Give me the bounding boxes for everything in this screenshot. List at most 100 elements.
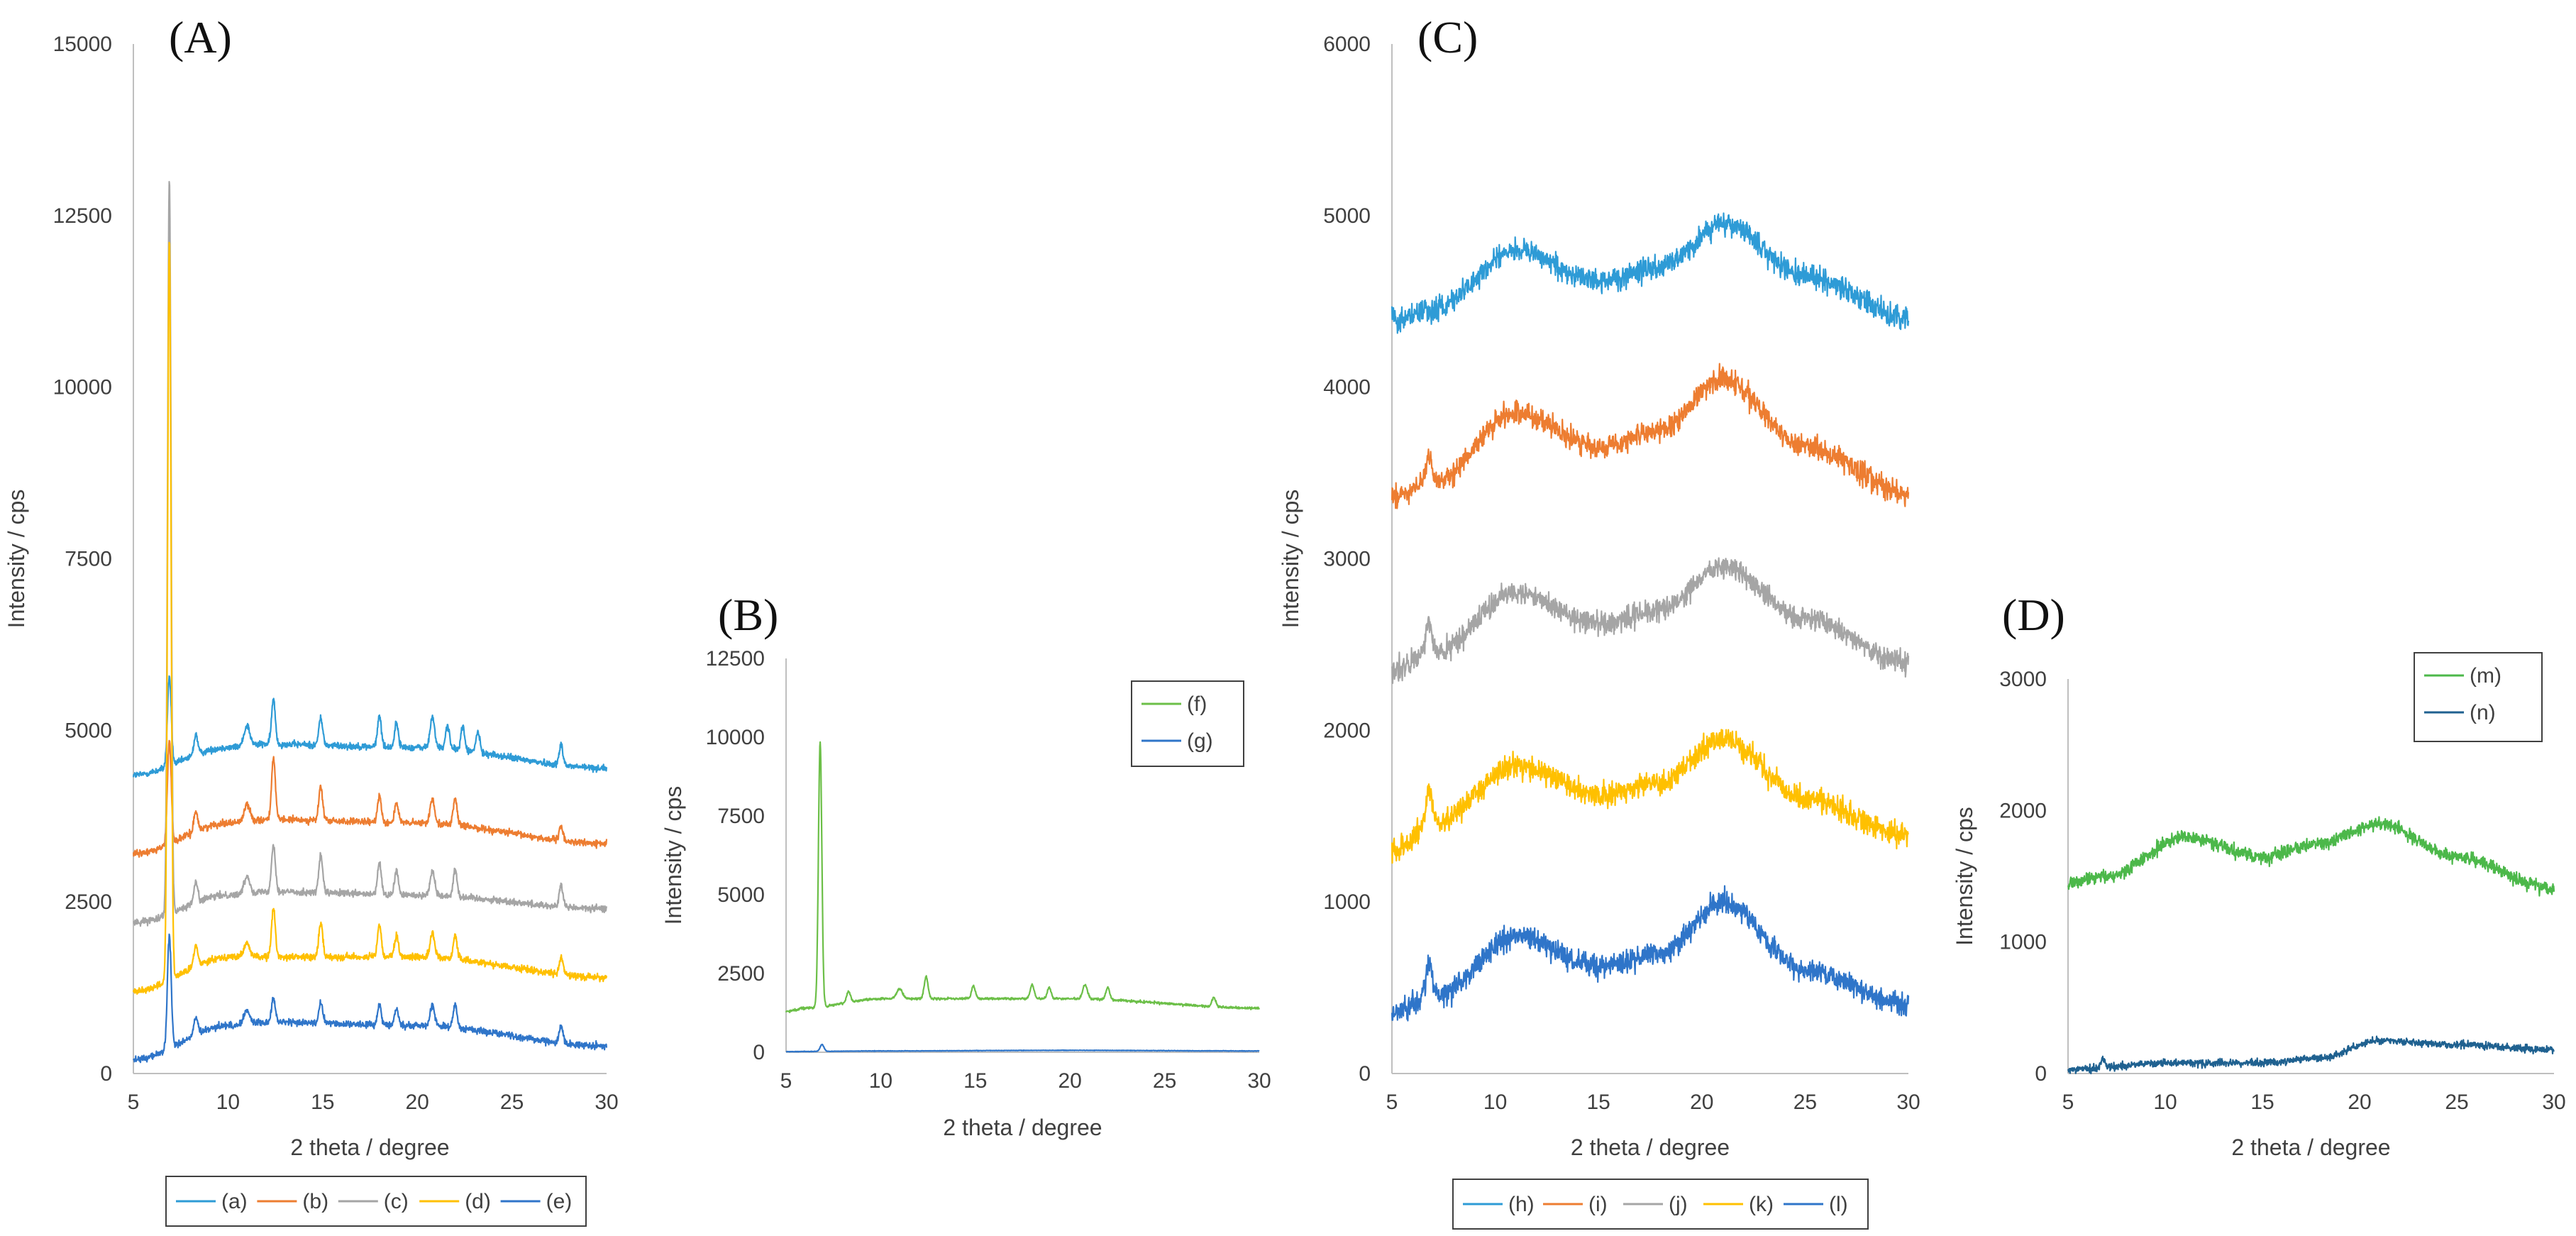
legend-label: (m) bbox=[2470, 664, 2502, 688]
legend-label: (n) bbox=[2470, 701, 2496, 724]
x-tick-label: 25 bbox=[500, 1091, 524, 1114]
x-tick-label: 5 bbox=[128, 1091, 140, 1114]
y-axis-label: Intensity / cps bbox=[4, 490, 29, 629]
series-line-l bbox=[1391, 885, 1910, 1022]
x-tick-label: 30 bbox=[1896, 1091, 1920, 1114]
legend: (m) (n) bbox=[2414, 652, 2543, 742]
panel-label: (D) bbox=[2002, 590, 2065, 640]
legend-item: (j) bbox=[1623, 1193, 1688, 1216]
x-tick-label: 15 bbox=[311, 1091, 334, 1114]
x-tick-label: 15 bbox=[2250, 1091, 2274, 1114]
legend-item: (i) bbox=[1543, 1193, 1608, 1216]
y-tick-label: 0 bbox=[1359, 1062, 1371, 1086]
x-tick-label: 5 bbox=[1386, 1091, 1398, 1114]
legend-label: (g) bbox=[1187, 729, 1213, 753]
legend-label: (e) bbox=[546, 1190, 573, 1213]
series-line-j bbox=[1391, 557, 1910, 685]
y-tick-label: 3000 bbox=[1323, 548, 1371, 571]
series-line-m bbox=[2067, 816, 2555, 897]
legend-item: (m) bbox=[2424, 664, 2502, 688]
series-line-d bbox=[132, 241, 608, 995]
x-axis-label: 2 theta / degree bbox=[290, 1135, 449, 1160]
y-tick-label: 6000 bbox=[1323, 33, 1371, 56]
y-tick-label: 10000 bbox=[53, 376, 112, 399]
y-tick-label: 1000 bbox=[1323, 890, 1371, 914]
series-line-c bbox=[133, 181, 608, 927]
x-tick-label: 25 bbox=[1153, 1069, 1176, 1093]
y-tick-label: 0 bbox=[2035, 1062, 2047, 1086]
legend-item: (d) bbox=[419, 1190, 491, 1213]
series-line-g bbox=[785, 1043, 1260, 1053]
x-tick-label: 30 bbox=[1247, 1069, 1271, 1093]
legend-label: (c) bbox=[384, 1190, 409, 1213]
y-tick-label: 0 bbox=[753, 1041, 765, 1064]
legend-label: (j) bbox=[1669, 1193, 1688, 1216]
x-tick-label: 15 bbox=[1587, 1091, 1610, 1114]
x-tick-label: 20 bbox=[1690, 1091, 1713, 1114]
legend-label: (k) bbox=[1749, 1193, 1774, 1216]
panel-label: (A) bbox=[169, 12, 232, 62]
panel-label: (C) bbox=[1417, 12, 1478, 62]
y-axis-label: Intensity / cps bbox=[1278, 490, 1303, 629]
x-tick-label: 30 bbox=[2542, 1091, 2565, 1114]
y-tick-label: 5000 bbox=[717, 883, 765, 907]
x-tick-label: 5 bbox=[2062, 1091, 2074, 1114]
chart-panel-d: (D) 0 1000 2000 3000 5 10 15 20 25 30 2 theta / deg… bbox=[1952, 590, 2566, 1160]
series-line-k bbox=[1391, 729, 1909, 864]
panel-label: (B) bbox=[718, 590, 778, 640]
x-tick-label: 15 bbox=[963, 1069, 987, 1093]
x-tick-label: 25 bbox=[1793, 1091, 1817, 1114]
x-tick-label: 25 bbox=[2445, 1091, 2468, 1114]
series-line-n bbox=[2067, 1035, 2555, 1075]
series-line-e bbox=[133, 933, 608, 1064]
y-tick-label: 2500 bbox=[65, 890, 112, 914]
series-line-f bbox=[785, 741, 1261, 1013]
y-tick-label: 3000 bbox=[1999, 668, 2047, 691]
y-tick-label: 2500 bbox=[717, 962, 765, 986]
legend-box bbox=[1131, 680, 1244, 767]
legend: (h) (i) (j) (k) (l) bbox=[1452, 1179, 1869, 1230]
legend-item: (l) bbox=[1784, 1193, 1848, 1216]
x-tick-label: 5 bbox=[780, 1069, 792, 1093]
x-tick-label: 10 bbox=[216, 1091, 240, 1114]
x-tick-label: 20 bbox=[2348, 1091, 2371, 1114]
legend-label: (f) bbox=[1187, 693, 1207, 716]
legend-item: (e) bbox=[500, 1190, 573, 1213]
x-tick-label: 20 bbox=[406, 1091, 429, 1114]
y-tick-label: 15000 bbox=[53, 33, 112, 56]
legend: (f) (g) bbox=[1131, 680, 1244, 767]
legend-item: (b) bbox=[257, 1190, 328, 1213]
x-axis-label: 2 theta / degree bbox=[1571, 1135, 1730, 1160]
series-line-i bbox=[1391, 363, 1910, 509]
x-axis-label: 2 theta / degree bbox=[2231, 1135, 2390, 1160]
legend-item: (h) bbox=[1463, 1193, 1535, 1216]
legend-item: (f) bbox=[1141, 693, 1207, 716]
y-tick-label: 5000 bbox=[65, 719, 112, 742]
series-line-h bbox=[1391, 212, 1910, 334]
series-line-a bbox=[132, 675, 608, 778]
x-tick-label: 10 bbox=[2153, 1091, 2177, 1114]
y-tick-label: 2000 bbox=[1999, 799, 2047, 822]
x-tick-label: 10 bbox=[1483, 1091, 1507, 1114]
y-tick-label: 12500 bbox=[706, 647, 765, 671]
x-axis-label: 2 theta / degree bbox=[943, 1115, 1102, 1140]
y-tick-label: 0 bbox=[100, 1062, 112, 1086]
legend-label: (h) bbox=[1508, 1193, 1535, 1216]
y-tick-label: 10000 bbox=[706, 726, 765, 749]
legend-item: (c) bbox=[338, 1190, 409, 1213]
chart-panel-c: (C) 0 1000 2000 3000 4000 5000 6000 5 10 15 20 25 30 2… bbox=[1278, 12, 1920, 1230]
x-tick-label: 10 bbox=[869, 1069, 892, 1093]
legend-item: (a) bbox=[176, 1190, 248, 1213]
y-tick-label: 7500 bbox=[717, 805, 765, 828]
y-tick-label: 2000 bbox=[1323, 719, 1371, 742]
legend-label: (l) bbox=[1829, 1193, 1848, 1216]
y-tick-label: 7500 bbox=[65, 548, 112, 571]
legend-label: (b) bbox=[302, 1190, 328, 1213]
y-axis-label: Intensity / cps bbox=[1952, 807, 1977, 946]
y-tick-label: 4000 bbox=[1323, 376, 1371, 399]
legend-item: (n) bbox=[2424, 701, 2496, 724]
x-tick-label: 20 bbox=[1058, 1069, 1082, 1093]
chart-panel-a: (A) 0 2500 5000 7500 10000 12500 15000 5 10 15 20 25… bbox=[4, 12, 619, 1227]
chart-panel-b: (B) 0 2500 5000 7500 10000 12500 5 10 15 20 25 30 2 t… bbox=[660, 590, 1271, 1140]
y-tick-label: 1000 bbox=[1999, 931, 2047, 954]
